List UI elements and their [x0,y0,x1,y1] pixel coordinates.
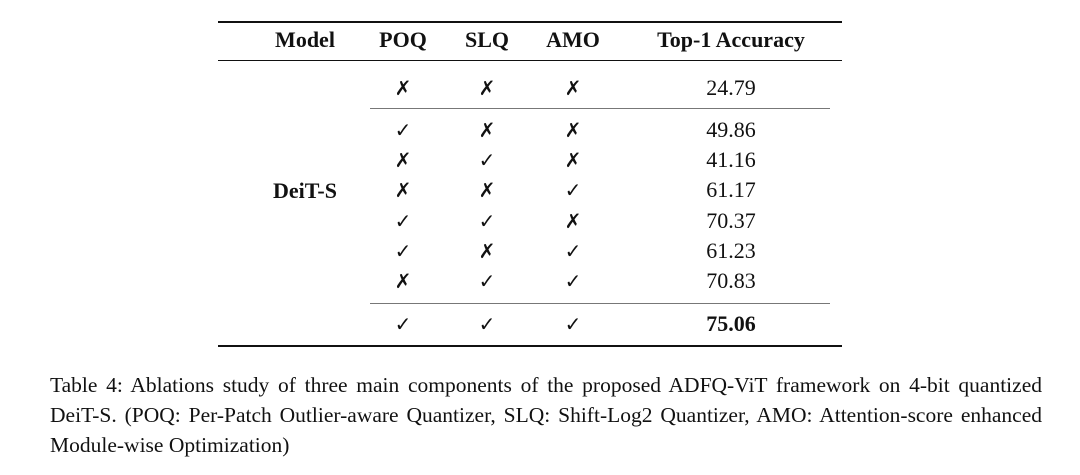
check-mark: ✓ [564,178,582,203]
check-mark: ✗ [478,178,496,203]
column-header: AMO [546,27,600,52]
check-mark: ✓ [564,312,582,336]
column-header: SLQ [464,27,510,52]
model-name: DeiT-S [273,178,337,203]
mid-rule [370,108,830,109]
check-mark: ✗ [564,76,582,100]
top-rule [218,21,842,23]
check-mark: ✗ [478,118,496,142]
check-mark: ✓ [478,208,496,233]
check-mark: ✓ [394,208,412,233]
check-mark: ✓ [394,118,412,142]
check-mark: ✓ [394,238,412,263]
accuracy: 61.23 [706,237,756,263]
check-mark: ✓ [394,312,412,336]
accuracy: 49.86 [706,117,756,142]
check-mark: ✓ [478,269,496,293]
bottom-rule [218,345,842,347]
check-mark: ✗ [564,118,582,142]
check-mark: ✗ [564,148,582,173]
check-mark: ✓ [478,148,496,173]
check-mark: ✓ [564,238,582,263]
check-mark: ✗ [478,76,496,100]
accuracy: 70.83 [706,268,756,293]
accuracy: 61.17 [706,177,756,203]
check-mark: ✗ [394,178,412,203]
mid-rule [370,303,830,304]
check-mark: ✗ [564,208,582,233]
header-rule [218,60,842,61]
check-mark: ✓ [564,269,582,293]
check-mark: ✓ [478,312,496,336]
caption: Table 4: Ablations study of three main c… [50,373,1042,457]
check-mark: ✗ [394,76,412,100]
check-mark: ✗ [394,148,412,173]
accuracy: 24.79 [706,75,756,100]
column-header: POQ [379,27,427,52]
accuracy: 70.37 [706,207,756,233]
accuracy: 75.06 [706,311,756,336]
accuracy: 41.16 [706,147,756,173]
column-header: Model [275,27,335,52]
check-mark: ✗ [394,269,412,293]
check-mark: ✗ [478,238,496,263]
column-header: Top-1 Accuracy [657,27,805,52]
